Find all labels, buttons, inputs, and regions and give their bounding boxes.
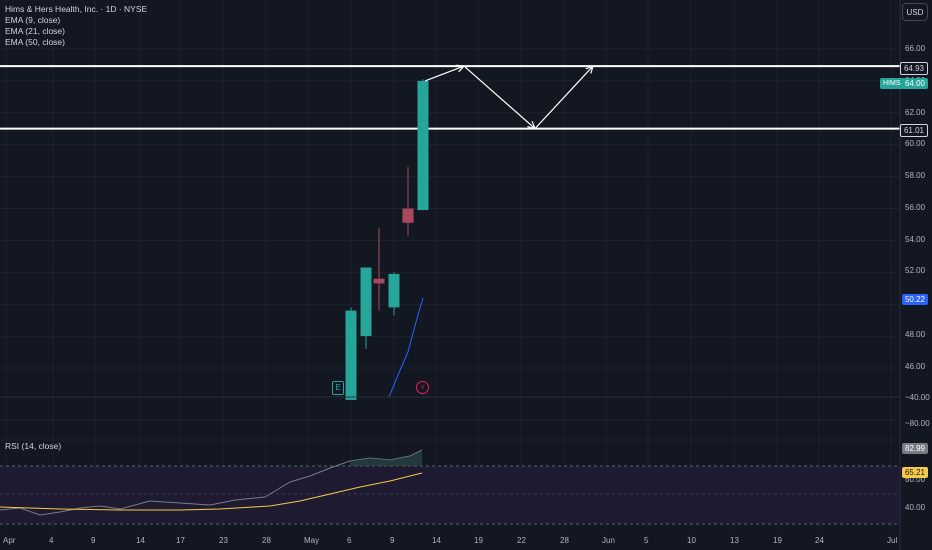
grid [0, 0, 900, 530]
ema-line [388, 297, 424, 398]
time-tick-label: 14 [432, 536, 441, 545]
time-tick-label: 24 [815, 536, 824, 545]
rsi-overbought-fill [350, 450, 422, 466]
arrowhead [527, 121, 537, 130]
time-tick-label: 14 [136, 536, 145, 545]
ema-9-line [388, 297, 424, 398]
rsi-line [0, 449, 423, 516]
candle-body [373, 278, 385, 284]
time-tick-label: 17 [176, 536, 185, 545]
time-tick-label: Jun [602, 536, 615, 545]
rsi-tick-label: 60.00 [905, 475, 926, 484]
earnings-icon[interactable]: E [332, 381, 344, 395]
currency-button[interactable]: USD [902, 3, 928, 21]
time-tick-label: 19 [773, 536, 782, 545]
candles [345, 79, 429, 400]
time-tick-label: 23 [219, 536, 228, 545]
indicator-ema-21[interactable]: EMA (21, close) [5, 26, 65, 36]
price-tick-label: 62.00 [905, 108, 926, 117]
symbol-title[interactable]: Hims & Hers Health, Inc. · 1D · NYSE [5, 4, 148, 14]
dividend-icon[interactable]: ⚡ [416, 381, 429, 394]
price-tick-label: ~80.00 [905, 419, 930, 428]
price-tick-label: 46.00 [905, 362, 926, 371]
rsi-band [0, 466, 900, 524]
time-tick-label: 22 [517, 536, 526, 545]
chart-legend: Hims & Hers Health, Inc. · 1D · NYSE EMA… [5, 4, 147, 48]
time-tick-label: Apr [3, 536, 16, 545]
rsi-value-tag: 82.99 [901, 443, 928, 454]
time-tick-label: 13 [730, 536, 739, 545]
price-tick-label: ~40.00 [905, 393, 930, 402]
price-tick-label: 66.00 [905, 44, 926, 53]
price-tick-label: 52.00 [905, 266, 926, 275]
indicator-ema-9[interactable]: EMA (9, close) [5, 15, 61, 25]
time-tick-label: 19 [474, 536, 483, 545]
support-price-tag: 61.01 [899, 124, 928, 137]
time-tick-label: 5 [644, 536, 649, 545]
time-tick-label: 28 [560, 536, 569, 545]
time-tick-label: Jul [887, 536, 898, 545]
indicator-ema-50[interactable]: EMA (50, close) [5, 37, 65, 47]
resistance-price-tag: 64.93 [899, 62, 928, 75]
candle-body [417, 80, 429, 211]
candle-body [388, 273, 400, 308]
arrowhead [456, 64, 466, 73]
rsi-label[interactable]: RSI (14, close) [5, 441, 62, 451]
last-price-tag: 64.00 [901, 78, 928, 89]
time-tick-label: 6 [347, 536, 352, 545]
candle-body [360, 267, 372, 337]
time-tick-label: 9 [91, 536, 96, 545]
rsi-ma-line [0, 472, 423, 511]
rsi-panel [0, 449, 900, 525]
projection-path[interactable] [424, 64, 594, 130]
price-tick-label: 60.00 [905, 139, 926, 148]
candle-body [402, 208, 414, 223]
rsi-ma-tag: 65.21 [901, 467, 928, 478]
arrowhead [585, 65, 594, 74]
horizontal-levels[interactable] [0, 65, 900, 130]
time-tick-label: 28 [262, 536, 271, 545]
ema-price-tag: 50.22 [901, 294, 928, 305]
candle-body [345, 310, 357, 400]
rsi-tick-label: 40.00 [905, 503, 926, 512]
time-tick-label: May [304, 536, 320, 545]
price-tick-label: 58.00 [905, 171, 926, 180]
price-tick-label: 54.00 [905, 235, 926, 244]
time-tick-label: 4 [49, 536, 54, 545]
ticker-tag: HIMS [880, 78, 904, 89]
price-tick-label: 56.00 [905, 203, 926, 212]
time-tick-label: 10 [687, 536, 696, 545]
price-tick-label: 48.00 [905, 330, 926, 339]
time-tick-label: 9 [390, 536, 395, 545]
projection-line [424, 65, 594, 130]
